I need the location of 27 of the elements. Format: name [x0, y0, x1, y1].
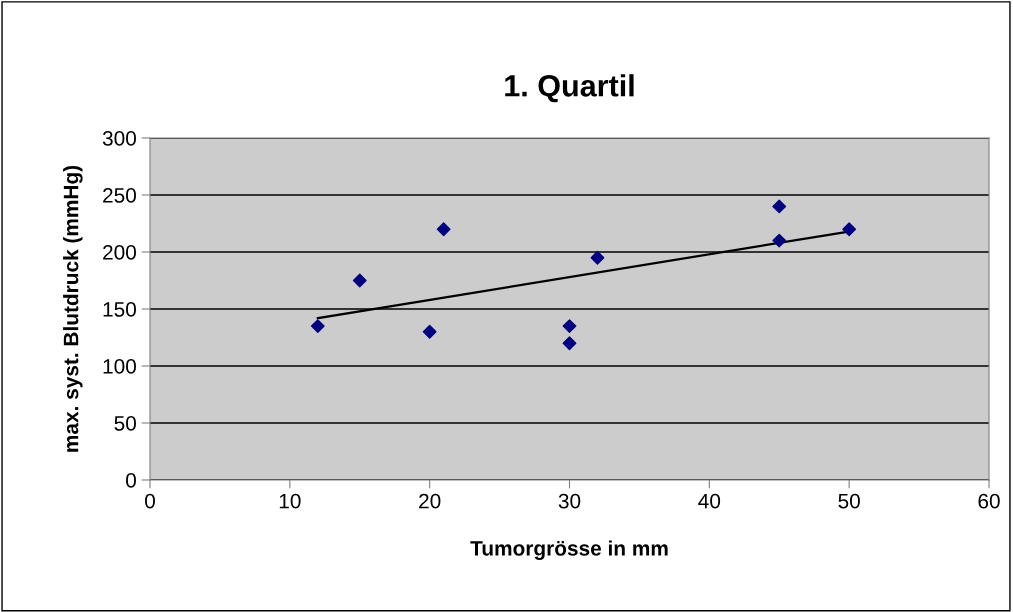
- x-tick-label: 50: [838, 493, 860, 509]
- point: [772, 233, 787, 248]
- x-tick-label: 30: [558, 493, 581, 509]
- x-tick-label: 10: [279, 493, 301, 509]
- x-tick-label: 20: [419, 493, 441, 509]
- y-tick-label: 0: [126, 473, 136, 488]
- y-tick-label: 150: [103, 302, 136, 317]
- y-tick-label: 50: [114, 416, 136, 431]
- point: [352, 273, 367, 288]
- point: [842, 222, 857, 237]
- x-tick-label: 40: [698, 493, 721, 509]
- x-tick-label: 0: [145, 493, 155, 509]
- y-tick-label: 250: [103, 188, 136, 203]
- point: [562, 319, 577, 334]
- point: [772, 199, 787, 214]
- point: [562, 336, 577, 351]
- point: [422, 324, 437, 339]
- point: [590, 250, 605, 265]
- y-tick-label: 300: [102, 131, 136, 146]
- y-tick-label: 200: [103, 245, 136, 260]
- x-axis-title: Tumorgrösse in mm: [470, 540, 668, 560]
- x-tick-label: 60: [978, 493, 1000, 509]
- y-axis-title: max. syst. Blutdruck (mmHg): [63, 165, 83, 452]
- point: [310, 319, 325, 334]
- chart-title: 1. Quartil: [505, 74, 634, 103]
- point: [436, 222, 451, 237]
- y-tick-label: 100: [103, 359, 136, 374]
